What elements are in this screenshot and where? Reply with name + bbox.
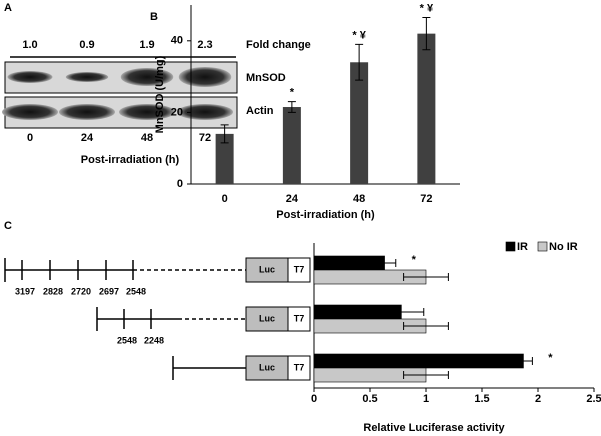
x-axis-label: Post-irradiation (h) — [276, 209, 375, 221]
fold-change: 2.3 — [197, 39, 212, 51]
blot-band — [65, 72, 109, 82]
y-tick-label: 20 — [171, 106, 183, 118]
error-bar — [372, 259, 397, 267]
x-tick-label: 72 — [420, 193, 432, 205]
fold-change: 0.9 — [79, 39, 94, 51]
error-bar — [403, 371, 449, 379]
reporter-label: Luc — [259, 264, 275, 274]
error-bar — [403, 322, 449, 330]
x-tick-label: 0 — [222, 193, 228, 205]
lane-label: 0 — [27, 132, 33, 144]
lane-label: 72 — [199, 132, 211, 144]
x-axis-label: Post-irradiation (h) — [81, 154, 180, 166]
reporter-label: Luc — [259, 313, 275, 323]
blot-band — [178, 67, 232, 87]
t7-box — [287, 306, 311, 332]
bar — [350, 62, 369, 184]
error-bar — [287, 101, 296, 113]
blot-band — [120, 68, 174, 86]
x-tick-label: 0.5 — [362, 393, 377, 405]
blot-band — [119, 104, 175, 120]
x-tick-label: 1 — [423, 393, 429, 405]
bar — [417, 33, 436, 184]
error-bar — [355, 43, 364, 81]
annotation: * — [290, 87, 295, 99]
bar — [282, 107, 301, 184]
panel-label: C — [4, 220, 12, 232]
y-tick-label: 40 — [171, 35, 183, 47]
site-label: 2697 — [99, 286, 119, 296]
lane-label: 48 — [141, 132, 153, 144]
blot-band — [177, 104, 233, 120]
x-axis-label: Relative Luciferase activity — [363, 422, 505, 434]
blot-band — [2, 104, 58, 120]
fold-change: 1.9 — [139, 39, 154, 51]
t7-box — [287, 355, 311, 381]
panel-label: A — [4, 2, 12, 14]
y-tick-label: 0 — [177, 178, 183, 190]
legend-swatch — [537, 241, 548, 252]
legend-label: No IR — [549, 241, 578, 253]
row-label: MnSOD — [246, 72, 286, 84]
site-label: 2828 — [43, 286, 63, 296]
x-tick-label: 24 — [286, 193, 299, 205]
annotation: * ¥ — [352, 29, 366, 41]
site-label: 2720 — [71, 286, 91, 296]
y-axis-label: MnSOD (U/mg) — [154, 55, 166, 133]
x-tick-label: 1.5 — [474, 393, 489, 405]
site-label: 2248 — [144, 335, 164, 345]
t7-box — [287, 257, 311, 283]
legend-swatch — [505, 241, 516, 252]
error-bar — [220, 124, 229, 144]
luc-box — [245, 355, 289, 381]
site-label: 2548 — [126, 286, 146, 296]
lane-label: 24 — [81, 132, 94, 144]
reporter-label: Luc — [259, 362, 275, 372]
tag-label: T7 — [294, 264, 305, 274]
error-bar — [378, 308, 425, 316]
x-tick-label: 2 — [535, 393, 541, 405]
fold-change-label: Fold change — [246, 39, 311, 51]
blot-band — [59, 104, 115, 120]
site-label: 2548 — [117, 335, 137, 345]
error-bar — [403, 273, 449, 281]
fold-change: 1.0 — [22, 39, 37, 51]
error-bar — [513, 357, 533, 365]
site-label: 3197 — [15, 286, 35, 296]
blot-band — [7, 71, 53, 83]
bar — [313, 353, 524, 369]
annotation: * — [412, 254, 417, 266]
error-bar — [422, 17, 431, 51]
row-label: Actin — [246, 105, 274, 117]
x-tick-label: 0 — [311, 393, 317, 405]
tag-label: T7 — [294, 313, 305, 323]
luc-box — [245, 306, 289, 332]
panel-label: B — [150, 11, 158, 23]
bar — [215, 133, 234, 184]
x-tick-label: 2.5 — [586, 393, 601, 405]
annotation: * ¥ — [420, 2, 434, 14]
legend-label: IR — [517, 241, 528, 253]
construct-diagrams — [4, 258, 246, 380]
x-tick-label: 48 — [353, 193, 365, 205]
tag-label: T7 — [294, 362, 305, 372]
annotation: * — [548, 352, 553, 364]
